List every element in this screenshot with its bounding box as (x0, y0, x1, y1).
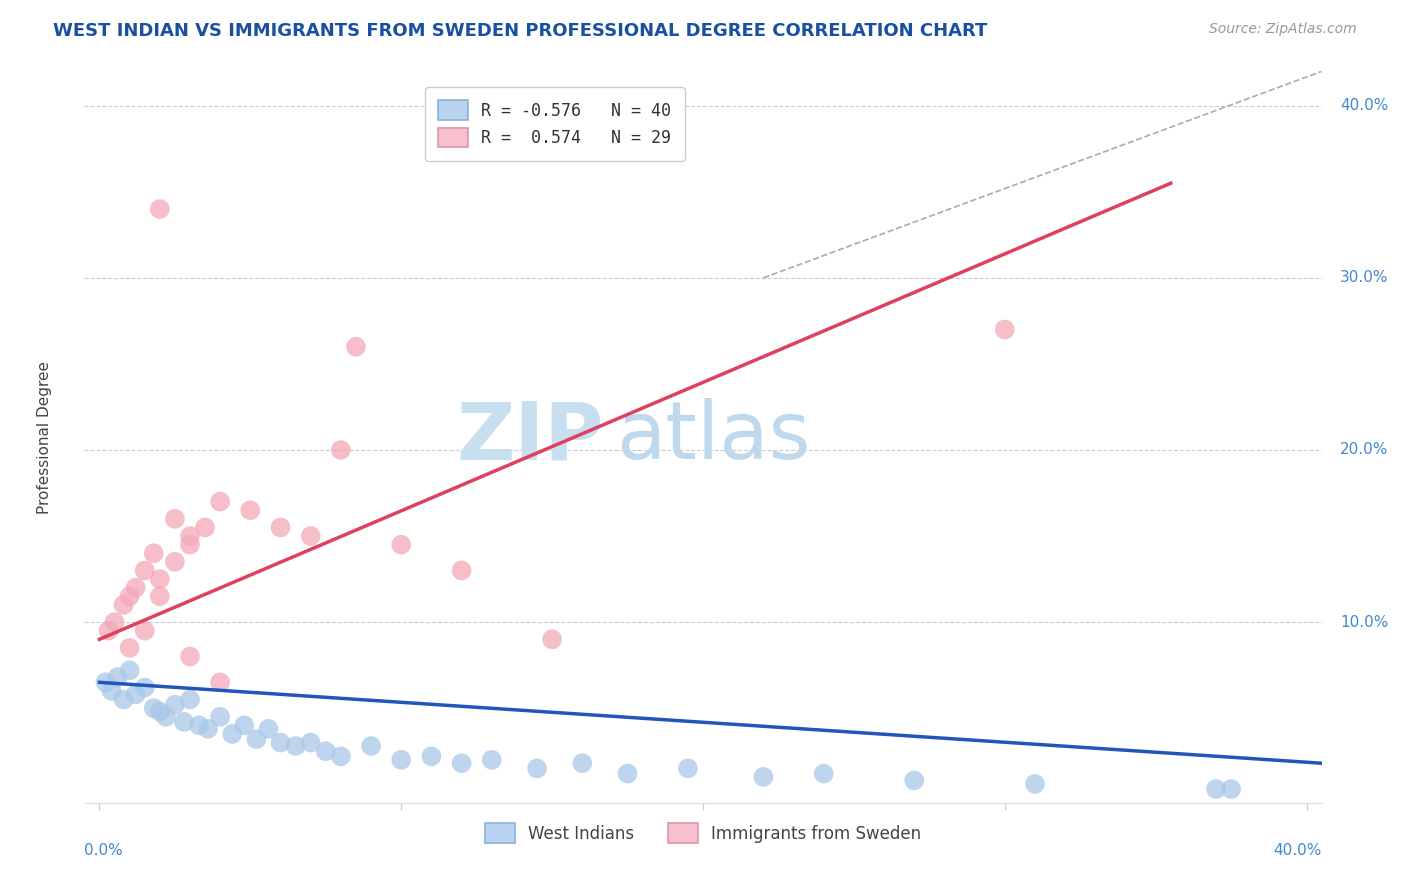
Point (149, 589, 172, 603)
Point (97, 624, 120, 638)
Point (163, 555, 186, 569)
Point (107, 670, 129, 684)
Point (315, 744, 337, 758)
Point (209, 494, 232, 508)
Text: 0.0%: 0.0% (84, 843, 124, 858)
Point (118, 640, 141, 655)
Point (752, 770, 775, 784)
Point (155, 710, 177, 724)
Point (124, 581, 146, 595)
Point (481, 753, 503, 767)
Point (209, 675, 232, 690)
Point (188, 718, 211, 732)
Point (134, 681, 156, 695)
Point (112, 692, 135, 706)
Point (389, 753, 412, 767)
Text: Source: ZipAtlas.com: Source: ZipAtlas.com (1209, 22, 1357, 37)
Point (209, 710, 232, 724)
Text: Professional Degree: Professional Degree (38, 360, 52, 514)
Point (100, 684, 122, 698)
Point (1220, 782, 1243, 797)
Point (194, 520, 217, 534)
Point (245, 732, 267, 747)
Point (329, 442, 352, 457)
Text: 30.0%: 30.0% (1340, 270, 1389, 285)
Point (257, 722, 280, 736)
Point (142, 701, 165, 715)
Point (142, 546, 165, 560)
Text: WEST INDIAN VS IMMIGRANTS FROM SWEDEN PROFESSIONAL DEGREE CORRELATION CHART: WEST INDIAN VS IMMIGRANTS FROM SWEDEN PR… (53, 22, 988, 40)
Point (149, 572, 172, 586)
Point (571, 756, 593, 771)
Point (179, 529, 201, 543)
Point (270, 735, 292, 749)
Point (179, 692, 201, 706)
Text: atlas: atlas (616, 398, 811, 476)
Point (450, 756, 472, 771)
Point (360, 739, 382, 753)
Point (676, 761, 699, 775)
Point (149, 202, 172, 216)
Point (903, 773, 925, 788)
Legend: West Indians, Immigrants from Sweden: West Indians, Immigrants from Sweden (478, 817, 928, 849)
Point (344, 340, 367, 354)
Point (526, 761, 548, 775)
Text: 40.0%: 40.0% (1274, 843, 1322, 858)
Point (450, 564, 472, 578)
Point (149, 705, 172, 719)
Point (1024, 777, 1046, 791)
Point (94, 675, 117, 690)
Point (813, 766, 835, 780)
Point (112, 598, 135, 612)
Point (329, 749, 352, 764)
Point (118, 589, 141, 603)
Point (163, 698, 186, 712)
Point (179, 649, 201, 664)
Point (173, 714, 195, 729)
Point (299, 735, 322, 749)
Point (197, 722, 219, 736)
Point (284, 739, 307, 753)
Point (994, 322, 1017, 336)
Point (118, 663, 141, 677)
Point (299, 529, 322, 543)
Point (134, 564, 156, 578)
Point (389, 538, 412, 552)
Point (221, 727, 243, 741)
Text: 20.0%: 20.0% (1340, 442, 1389, 458)
Point (1205, 782, 1227, 797)
Text: 10.0%: 10.0% (1340, 615, 1389, 630)
Point (420, 749, 443, 764)
Point (239, 503, 262, 517)
Point (541, 632, 564, 647)
Point (270, 520, 292, 534)
Point (616, 766, 638, 780)
Point (163, 512, 186, 526)
Point (103, 615, 125, 629)
Text: 40.0%: 40.0% (1340, 98, 1389, 113)
Point (233, 718, 256, 732)
Text: ZIP: ZIP (457, 398, 605, 476)
Point (134, 624, 156, 638)
Point (179, 538, 201, 552)
Point (124, 687, 146, 701)
